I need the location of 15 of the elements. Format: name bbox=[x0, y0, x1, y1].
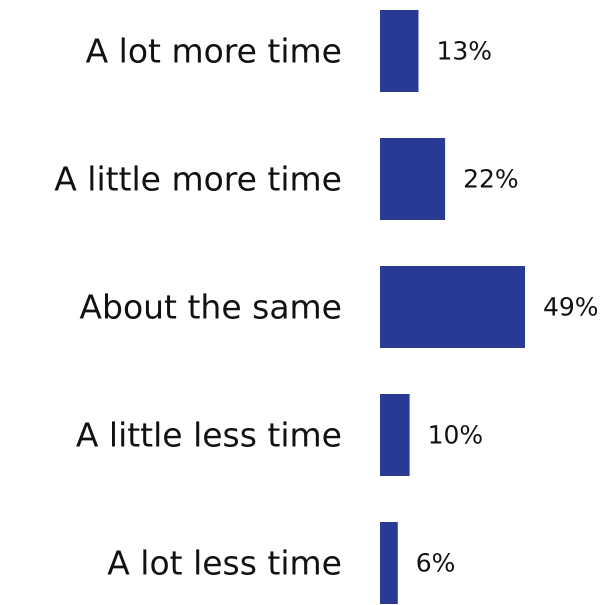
y-tick-label: A little more time bbox=[54, 160, 342, 198]
data-label: 10% bbox=[428, 420, 484, 450]
bar bbox=[380, 394, 410, 476]
y-tick-label: A little less time bbox=[76, 416, 342, 454]
data-label: 49% bbox=[543, 292, 599, 322]
y-tick-label: A lot less time bbox=[107, 544, 342, 582]
bar bbox=[380, 138, 446, 220]
y-tick-label: A lot more time bbox=[86, 32, 342, 70]
data-label: 22% bbox=[463, 164, 519, 194]
data-label: 6% bbox=[416, 548, 456, 578]
bar bbox=[380, 522, 398, 604]
y-tick-label: About the same bbox=[79, 288, 342, 326]
bar bbox=[380, 266, 525, 348]
data-label: 13% bbox=[436, 36, 492, 66]
bar bbox=[380, 10, 418, 92]
